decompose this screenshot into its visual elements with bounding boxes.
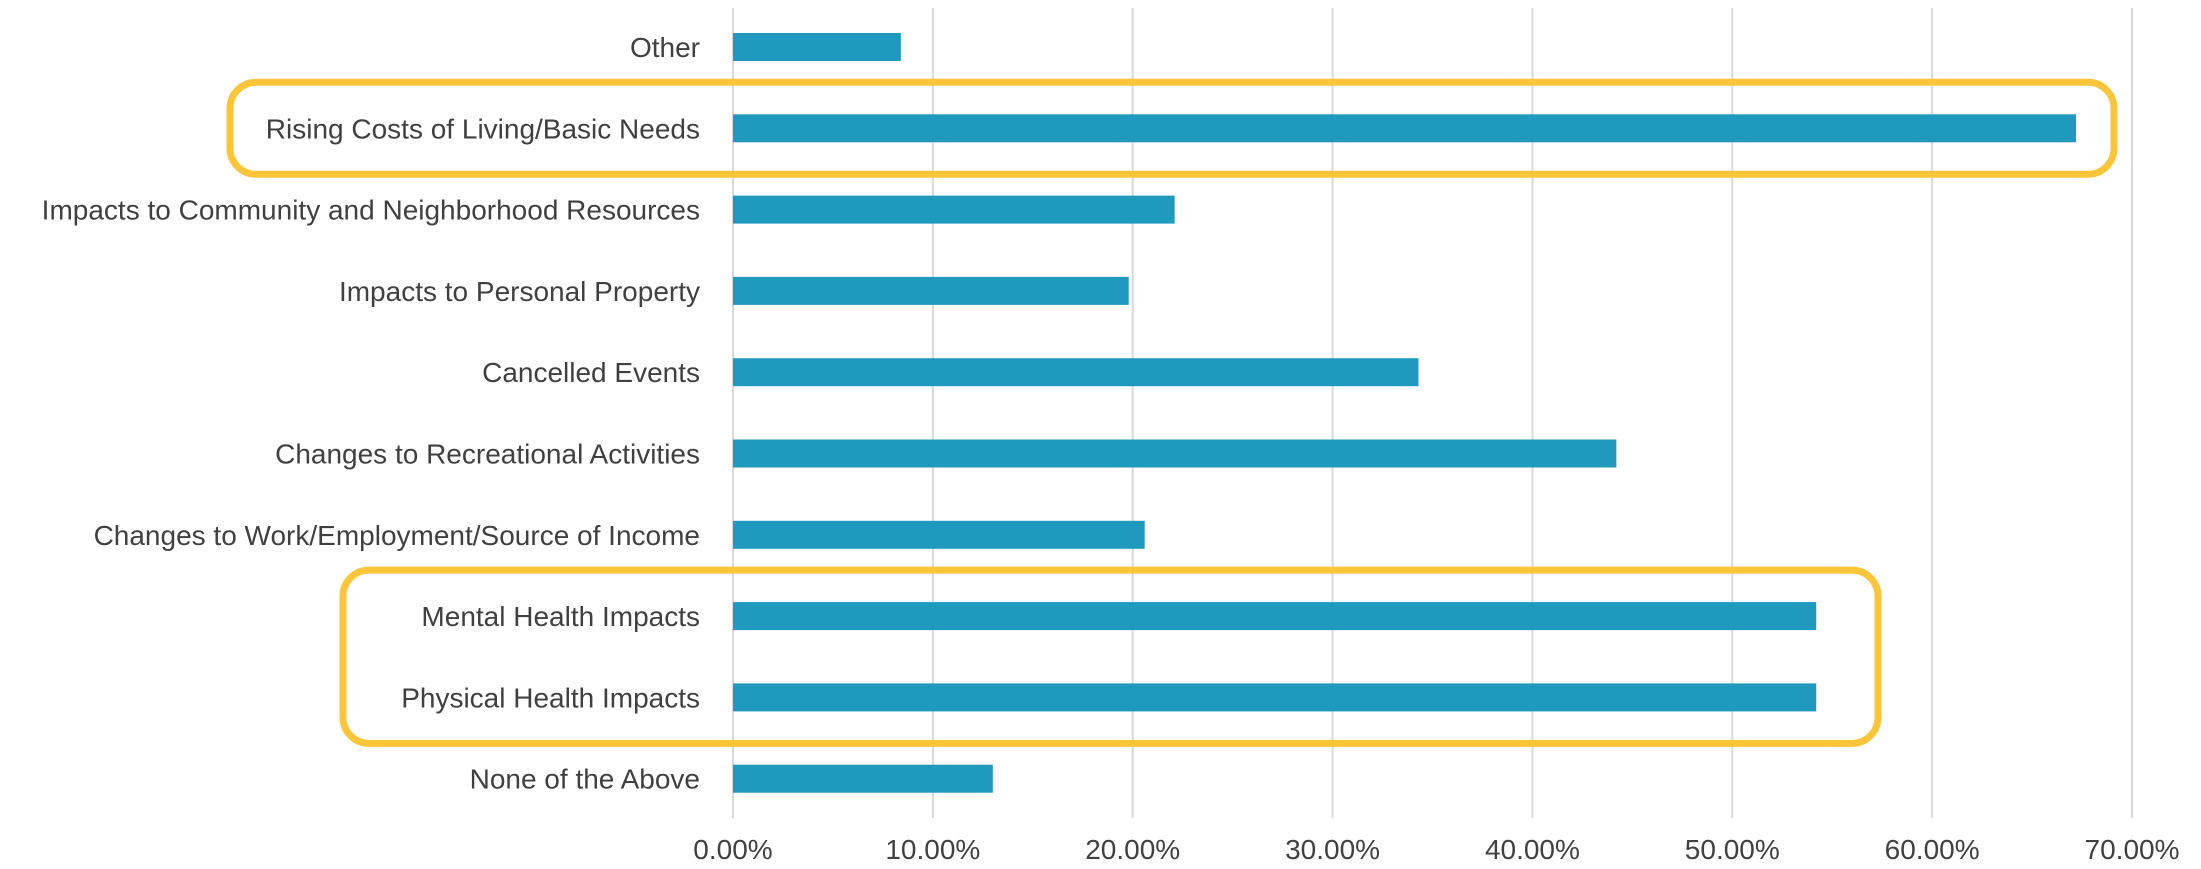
bar-changes-to-recreational-activities: [733, 439, 1617, 468]
category-label: Changes to Work/Employment/Source of Inc…: [94, 520, 700, 551]
category-label: Physical Health Impacts: [401, 682, 700, 713]
category-label: Mental Health Impacts: [421, 601, 700, 632]
x-tick-label: 0.00%: [693, 834, 772, 865]
highlight-box: [339, 566, 1882, 747]
category-label: Cancelled Events: [482, 357, 700, 388]
x-axis-tick-labels: 0.00% 10.00% 20.00% 30.00% 40.00% 50.00% 60.00…: [693, 834, 2179, 865]
bar-other: [733, 33, 901, 61]
bar-mental-health-impacts: [733, 602, 1817, 631]
category-label: Other: [630, 32, 700, 63]
highlight-boxes: [226, 78, 2118, 747]
bar-cancelled-events: [733, 358, 1419, 387]
category-label: None of the Above: [470, 764, 700, 795]
category-label: Rising Costs of Living/Basic Needs: [266, 113, 700, 144]
bars: [733, 33, 2077, 793]
x-tick-label: 10.00%: [885, 834, 980, 865]
x-tick-label: 50.00%: [1685, 834, 1780, 865]
x-tick-label: 20.00%: [1085, 834, 1180, 865]
bar-changes-to-work-employment-source-of-income: [733, 520, 1145, 549]
bar-none-of-the-above: [733, 764, 993, 793]
bar-impacts-to-community-and-neighborhood-resources: [733, 195, 1175, 224]
category-label: Changes to Recreational Activities: [275, 439, 700, 470]
category-label: Impacts to Community and Neighborhood Re…: [42, 195, 700, 226]
x-tick-label: 60.00%: [1885, 834, 1980, 865]
x-tick-label: 70.00%: [2085, 834, 2180, 865]
bar-impacts-to-personal-property: [733, 276, 1129, 305]
x-tick-label: 40.00%: [1485, 834, 1580, 865]
bar-physical-health-impacts: [733, 683, 1817, 712]
highlight-box: [226, 78, 2118, 178]
x-tick-label: 30.00%: [1285, 834, 1380, 865]
bar-rising-costs-of-living-basic-needs: [733, 114, 2077, 143]
gridlines: [732, 8, 2133, 818]
category-labels: Other Rising Costs of Living/Basic Needs I…: [42, 32, 700, 795]
category-label: Impacts to Personal Property: [339, 276, 700, 307]
